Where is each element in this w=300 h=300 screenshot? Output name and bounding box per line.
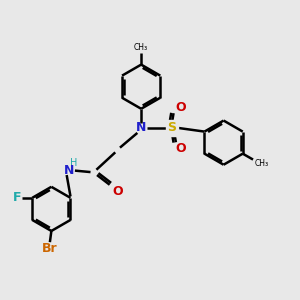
Text: H: H [70,158,77,168]
Text: N: N [136,122,146,134]
Text: O: O [176,101,186,114]
Text: N: N [64,164,74,177]
Text: S: S [168,122,177,134]
Text: O: O [176,142,186,155]
Text: CH₃: CH₃ [255,159,269,168]
Text: O: O [112,185,123,198]
Text: F: F [13,191,21,204]
Text: Br: Br [42,242,58,254]
Text: CH₃: CH₃ [134,43,148,52]
